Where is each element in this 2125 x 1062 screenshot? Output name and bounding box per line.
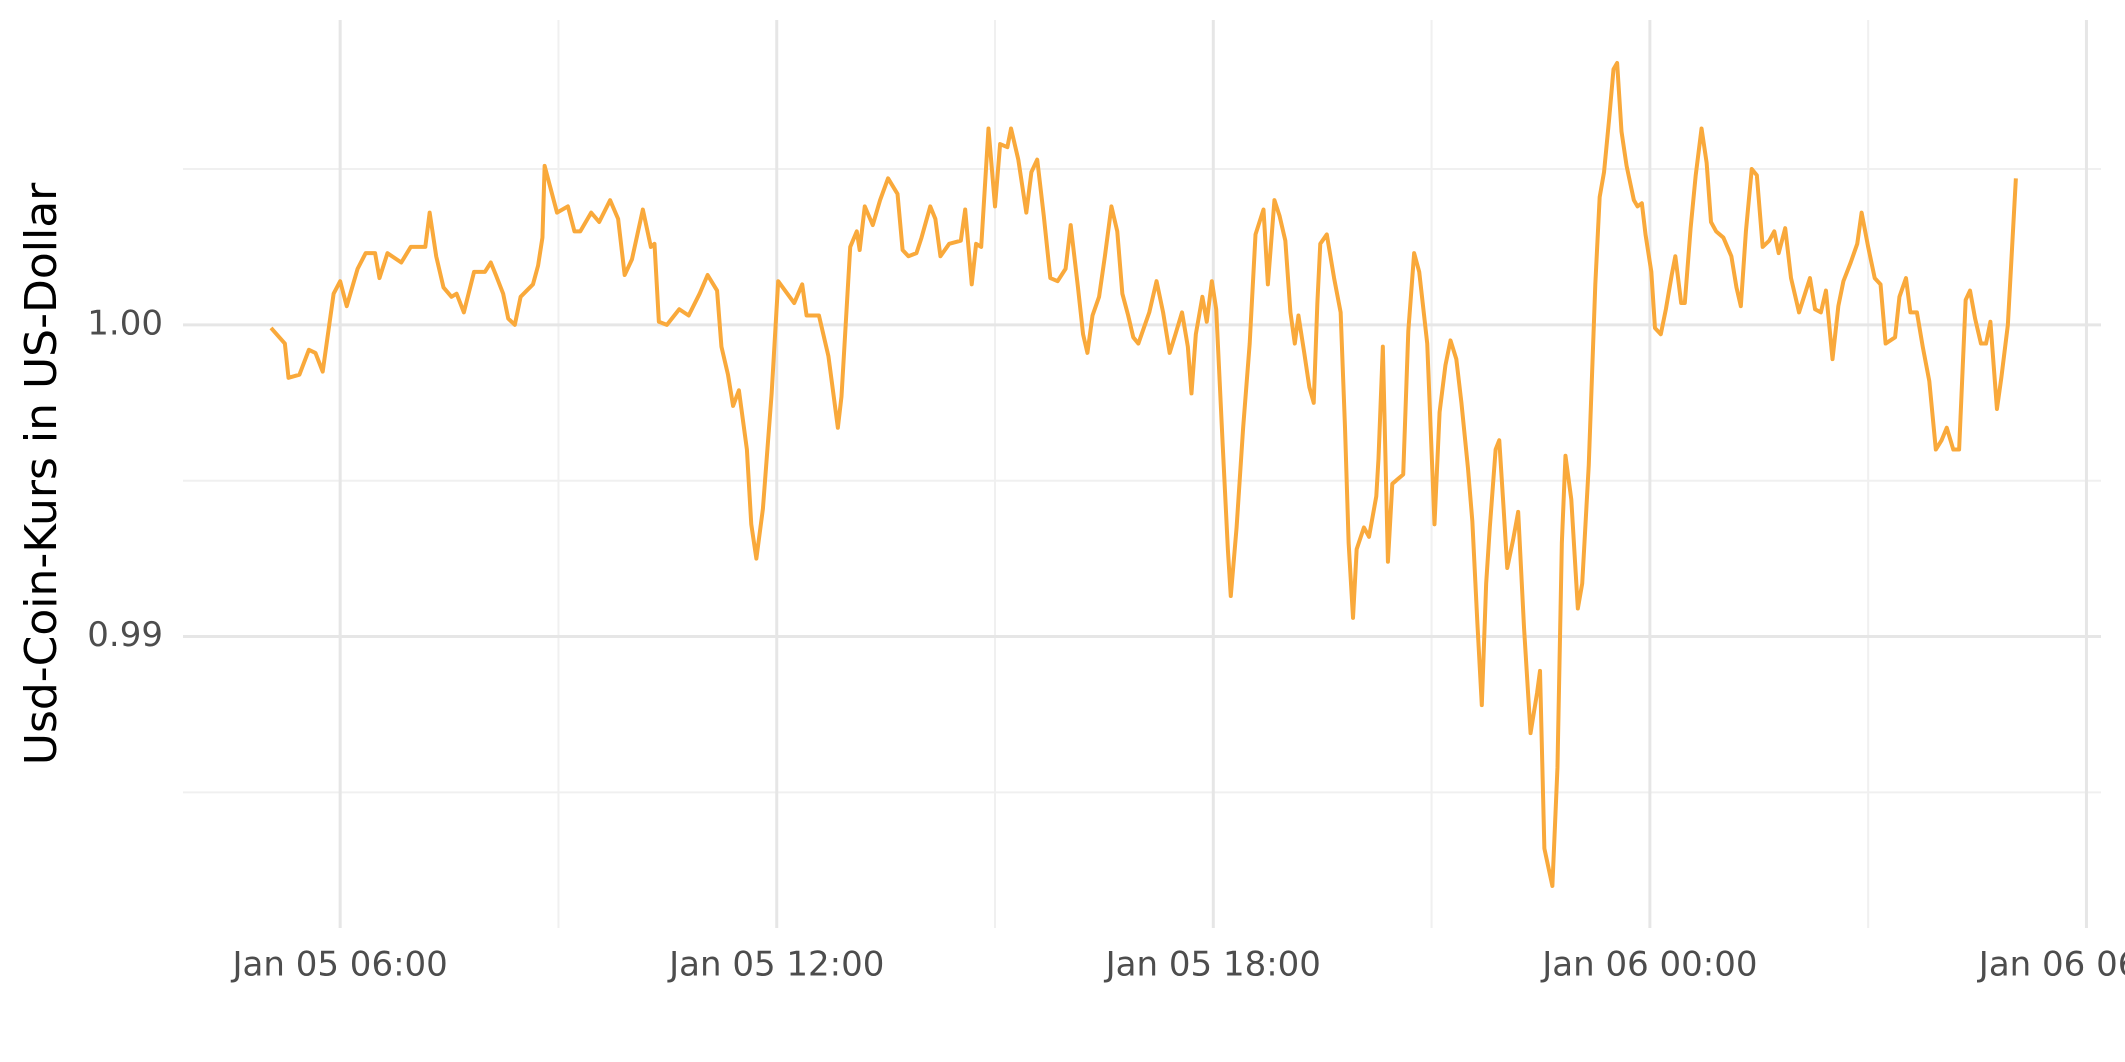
x-tick-label: Jan 06 00:00 [1540, 945, 1757, 985]
x-tick-label: Jan 05 18:00 [1104, 945, 1321, 985]
x-tick-label: Jan 05 06:00 [231, 945, 448, 985]
y-tick-label: 0.99 [87, 615, 163, 655]
y-tick-label: 1.00 [87, 303, 163, 343]
x-tick-label: Jan 05 12:00 [667, 945, 884, 985]
y-axis-title: Usd-Coin-Kurs in US-Dollar [16, 182, 67, 765]
x-tick-label: Jan 06 06:00 [1977, 945, 2125, 985]
data-line [269, 61, 2018, 888]
